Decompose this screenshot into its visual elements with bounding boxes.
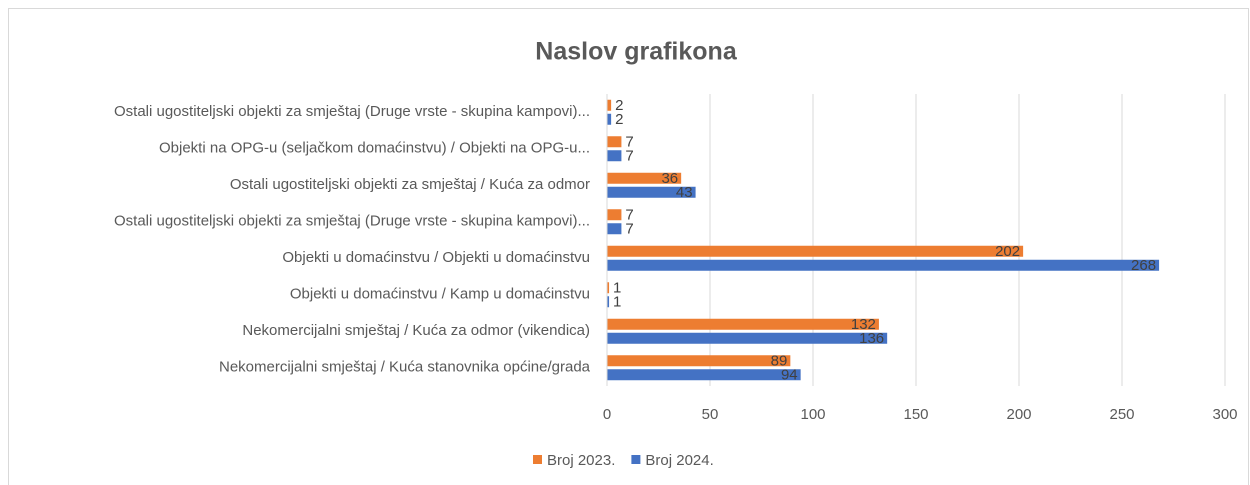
x-tick-label: 100 xyxy=(800,406,825,423)
data-label: 268 xyxy=(1131,257,1156,274)
bar xyxy=(607,172,682,184)
data-label: 1 xyxy=(613,280,621,297)
y-tick-label: Nekomercijalni smještaj / Kuća za odmor … xyxy=(242,322,590,339)
data-label: 36 xyxy=(661,170,678,187)
bar xyxy=(607,99,612,111)
x-tick-label: 200 xyxy=(1006,406,1031,423)
bar xyxy=(607,113,612,125)
chart-title: Naslov grafikona xyxy=(535,38,738,66)
data-label: 2 xyxy=(615,111,623,128)
data-label: 89 xyxy=(771,353,788,370)
data-label: 2 xyxy=(615,97,623,114)
x-tick-label: 50 xyxy=(702,406,719,423)
data-label: 136 xyxy=(859,330,884,347)
y-tick-label: Objekti u domaćinstvu / Kamp u domaćinst… xyxy=(290,286,590,303)
legend-swatch xyxy=(533,455,542,464)
y-tick-label: Ostali ugostiteljski objekti za smještaj… xyxy=(230,176,590,193)
bar xyxy=(607,223,622,235)
bar xyxy=(607,245,1024,257)
legend-label: Broj 2024. xyxy=(645,452,713,469)
data-label: 7 xyxy=(625,134,633,151)
bar xyxy=(607,259,1160,271)
y-tick-label: Ostali ugostiteljski objekti za smještaj… xyxy=(114,213,590,230)
data-label: 7 xyxy=(625,221,633,238)
bar xyxy=(607,282,610,294)
bar xyxy=(607,355,791,367)
x-tick-label: 150 xyxy=(903,406,928,423)
data-label: 7 xyxy=(625,148,633,165)
legend-label: Broj 2023. xyxy=(547,452,615,469)
bar xyxy=(607,150,622,162)
y-tick-label: Nekomercijalni smještaj / Kuća stanovnik… xyxy=(219,359,591,376)
legend-swatch xyxy=(631,455,641,464)
data-label: 132 xyxy=(851,316,876,333)
bar xyxy=(607,209,622,221)
bar xyxy=(607,369,801,381)
data-label: 202 xyxy=(995,243,1020,260)
bar xyxy=(607,296,610,308)
bar xyxy=(607,186,696,198)
x-tick-label: 250 xyxy=(1109,406,1134,423)
data-label: 43 xyxy=(676,184,693,201)
x-tick-label: 0 xyxy=(603,406,611,423)
x-tick-label: 300 xyxy=(1212,406,1237,423)
y-tick-label: Objekti u domaćinstvu / Objekti u domaći… xyxy=(282,249,590,266)
bar xyxy=(607,318,879,330)
data-label: 94 xyxy=(781,367,798,384)
y-tick-label: Objekti na OPG-u (seljačkom domaćinstvu)… xyxy=(159,140,590,157)
bar xyxy=(607,332,888,344)
data-label: 1 xyxy=(613,294,621,311)
data-label: 7 xyxy=(625,207,633,224)
y-tick-label: Ostali ugostiteljski objekti za smještaj… xyxy=(114,103,590,120)
bar xyxy=(607,136,622,148)
